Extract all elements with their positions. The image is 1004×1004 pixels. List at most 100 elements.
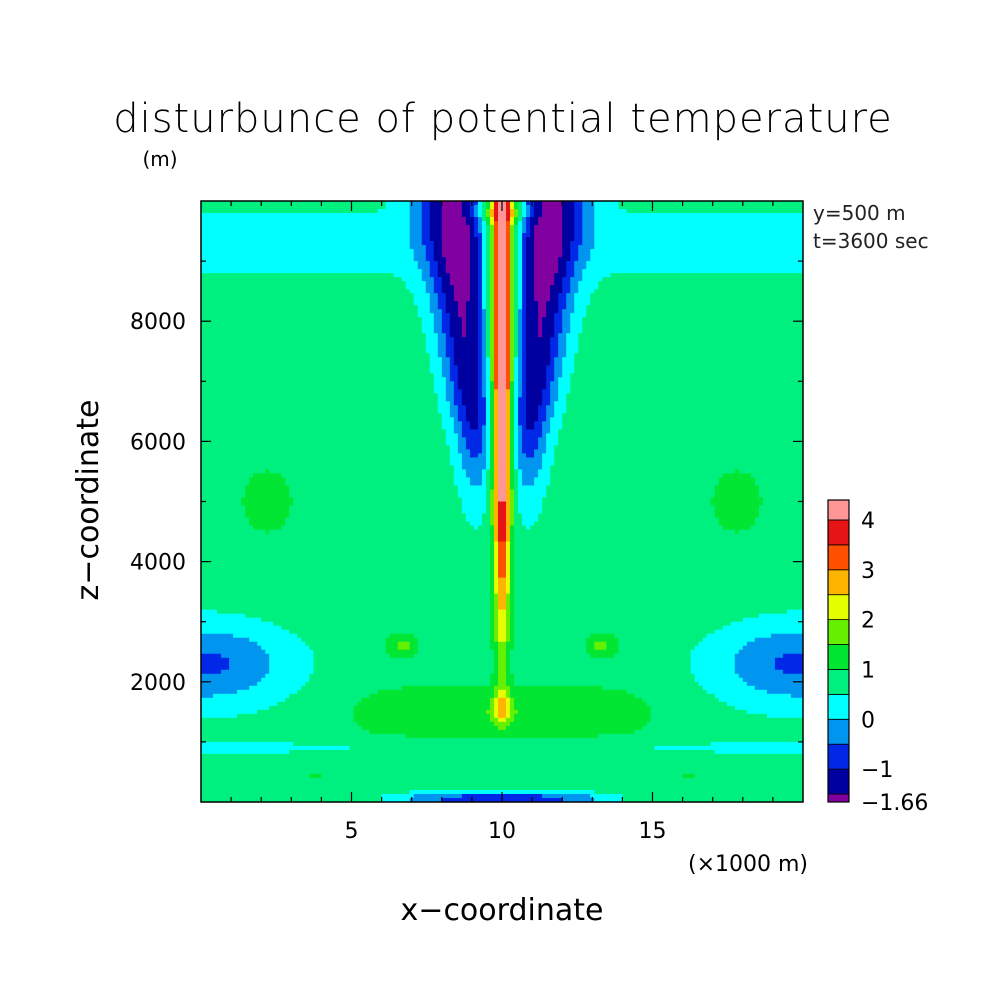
field-cell xyxy=(650,257,656,262)
field-cell xyxy=(666,285,672,290)
field-cell xyxy=(389,261,395,266)
field-cell xyxy=(562,213,567,218)
field-cell xyxy=(325,269,331,274)
field-cell xyxy=(413,321,419,326)
field-cell xyxy=(658,293,664,298)
field-cell xyxy=(429,313,435,318)
field-cell xyxy=(614,261,619,266)
field-cell xyxy=(441,201,447,206)
field-cell xyxy=(506,265,511,270)
field-cell xyxy=(321,309,327,314)
field-cell xyxy=(758,209,764,214)
field-cell xyxy=(582,285,587,290)
field-cell xyxy=(301,217,306,222)
field-cell xyxy=(774,277,780,282)
field-cell xyxy=(309,297,314,302)
field-cell xyxy=(317,313,322,318)
field-cell xyxy=(245,241,250,246)
field-cell xyxy=(449,261,455,266)
field-cell xyxy=(205,329,210,334)
field-cell xyxy=(225,249,230,254)
field-cell xyxy=(594,237,599,242)
field-cell xyxy=(317,241,322,246)
field-cell xyxy=(261,325,266,330)
field-cell xyxy=(706,277,712,282)
field-cell xyxy=(369,305,375,310)
field-cell xyxy=(770,257,776,262)
field-cell xyxy=(365,313,371,318)
field-cell xyxy=(794,321,800,326)
field-cell xyxy=(201,297,206,302)
field-cell xyxy=(762,209,768,214)
field-cell xyxy=(562,229,567,234)
field-cell xyxy=(485,249,491,254)
field-cell xyxy=(534,305,539,310)
field-cell xyxy=(762,281,768,286)
field-cell xyxy=(449,253,455,258)
field-cell xyxy=(738,265,744,270)
field-cell xyxy=(389,257,395,262)
field-cell xyxy=(518,225,523,230)
field-cell xyxy=(774,293,780,298)
field-cell xyxy=(546,257,551,262)
field-cell xyxy=(273,225,278,230)
field-cell xyxy=(638,321,644,326)
field-cell xyxy=(538,297,543,302)
field-cell xyxy=(566,217,571,222)
field-cell xyxy=(506,253,511,258)
field-cell xyxy=(473,261,479,266)
field-cell xyxy=(514,273,519,278)
field-cell xyxy=(353,297,359,302)
field-cell xyxy=(614,237,619,242)
field-cell xyxy=(325,289,331,294)
field-cell xyxy=(714,313,720,318)
field-cell xyxy=(786,249,792,254)
field-cell xyxy=(642,221,648,226)
field-cell xyxy=(626,321,632,326)
field-cell xyxy=(602,205,607,210)
field-cell xyxy=(542,229,547,234)
field-cell xyxy=(437,277,443,282)
field-cell xyxy=(261,297,266,302)
field-cell xyxy=(229,253,234,258)
field-cell xyxy=(606,269,611,274)
field-cell xyxy=(722,201,728,206)
field-cell xyxy=(566,237,571,242)
field-cell xyxy=(626,269,632,274)
field-cell xyxy=(449,265,455,270)
field-cell xyxy=(469,301,475,306)
field-cell xyxy=(329,273,335,278)
field-cell xyxy=(790,229,796,234)
field-cell xyxy=(738,253,744,258)
field-cell xyxy=(558,293,563,298)
field-cell xyxy=(742,329,748,334)
field-cell xyxy=(602,249,607,254)
field-cell xyxy=(445,313,451,318)
field-cell xyxy=(610,245,615,250)
field-cell xyxy=(782,217,788,222)
field-cell xyxy=(678,305,684,310)
field-cell xyxy=(289,213,294,218)
field-cell xyxy=(445,253,451,258)
field-cell xyxy=(610,209,615,214)
field-cell xyxy=(217,257,222,262)
field-cell xyxy=(305,221,310,226)
field-cell xyxy=(514,293,519,298)
field-cell xyxy=(730,301,736,306)
field-cell xyxy=(558,201,563,206)
field-cell xyxy=(353,277,359,282)
field-cell xyxy=(313,301,318,306)
field-cell xyxy=(393,313,399,318)
field-cell xyxy=(682,305,688,310)
field-cell xyxy=(441,217,447,222)
field-cell xyxy=(706,325,712,330)
field-cell xyxy=(357,313,363,318)
field-cell xyxy=(293,209,298,214)
field-cell xyxy=(417,281,423,286)
field-cell xyxy=(357,297,363,302)
field-cell xyxy=(662,245,668,250)
field-cell xyxy=(638,229,644,234)
field-cell xyxy=(289,225,294,230)
field-cell xyxy=(686,205,692,210)
field-cell xyxy=(666,329,672,334)
